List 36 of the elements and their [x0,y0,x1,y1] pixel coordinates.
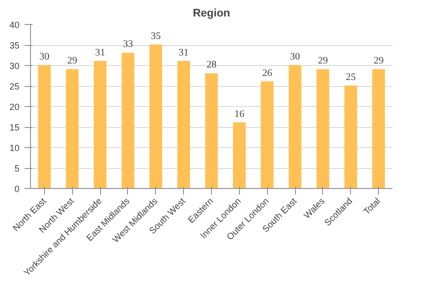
y-tick-label: 25 [9,82,20,92]
chart-title: Region [192,8,230,20]
data-label: 25 [346,72,356,83]
y-tick-label: 20 [9,102,20,112]
bar [66,69,79,188]
data-label: 33 [122,39,133,50]
bar [372,69,385,188]
bar [288,65,302,188]
y-tick-label: 40 [9,20,20,30]
data-label: 28 [206,60,216,71]
bar [316,69,330,188]
y-tick-label: 15 [9,122,20,132]
data-label: 35 [150,31,161,42]
bar [149,44,162,188]
data-label: 29 [374,56,384,67]
bar [94,60,106,188]
bar [233,122,246,188]
data-label: 26 [262,68,272,79]
data-label: 29 [67,56,78,67]
data-label: 29 [318,56,328,67]
bar [122,52,134,188]
y-tick-label: 35 [9,40,20,50]
data-label: 16 [234,108,244,120]
y-tick-label: 10 [9,143,20,153]
data-label: 31 [178,47,189,58]
y-tick-label: 30 [9,61,20,71]
bar [344,86,358,188]
data-label: 30 [290,52,300,62]
bar [38,65,51,188]
bar [205,73,218,188]
data-label: 31 [95,47,106,58]
y-tick-label: 0 [14,184,20,194]
data-label: 30 [39,52,50,62]
bar [177,60,190,188]
bar [260,81,274,188]
y-tick-label: 5 [14,164,20,174]
